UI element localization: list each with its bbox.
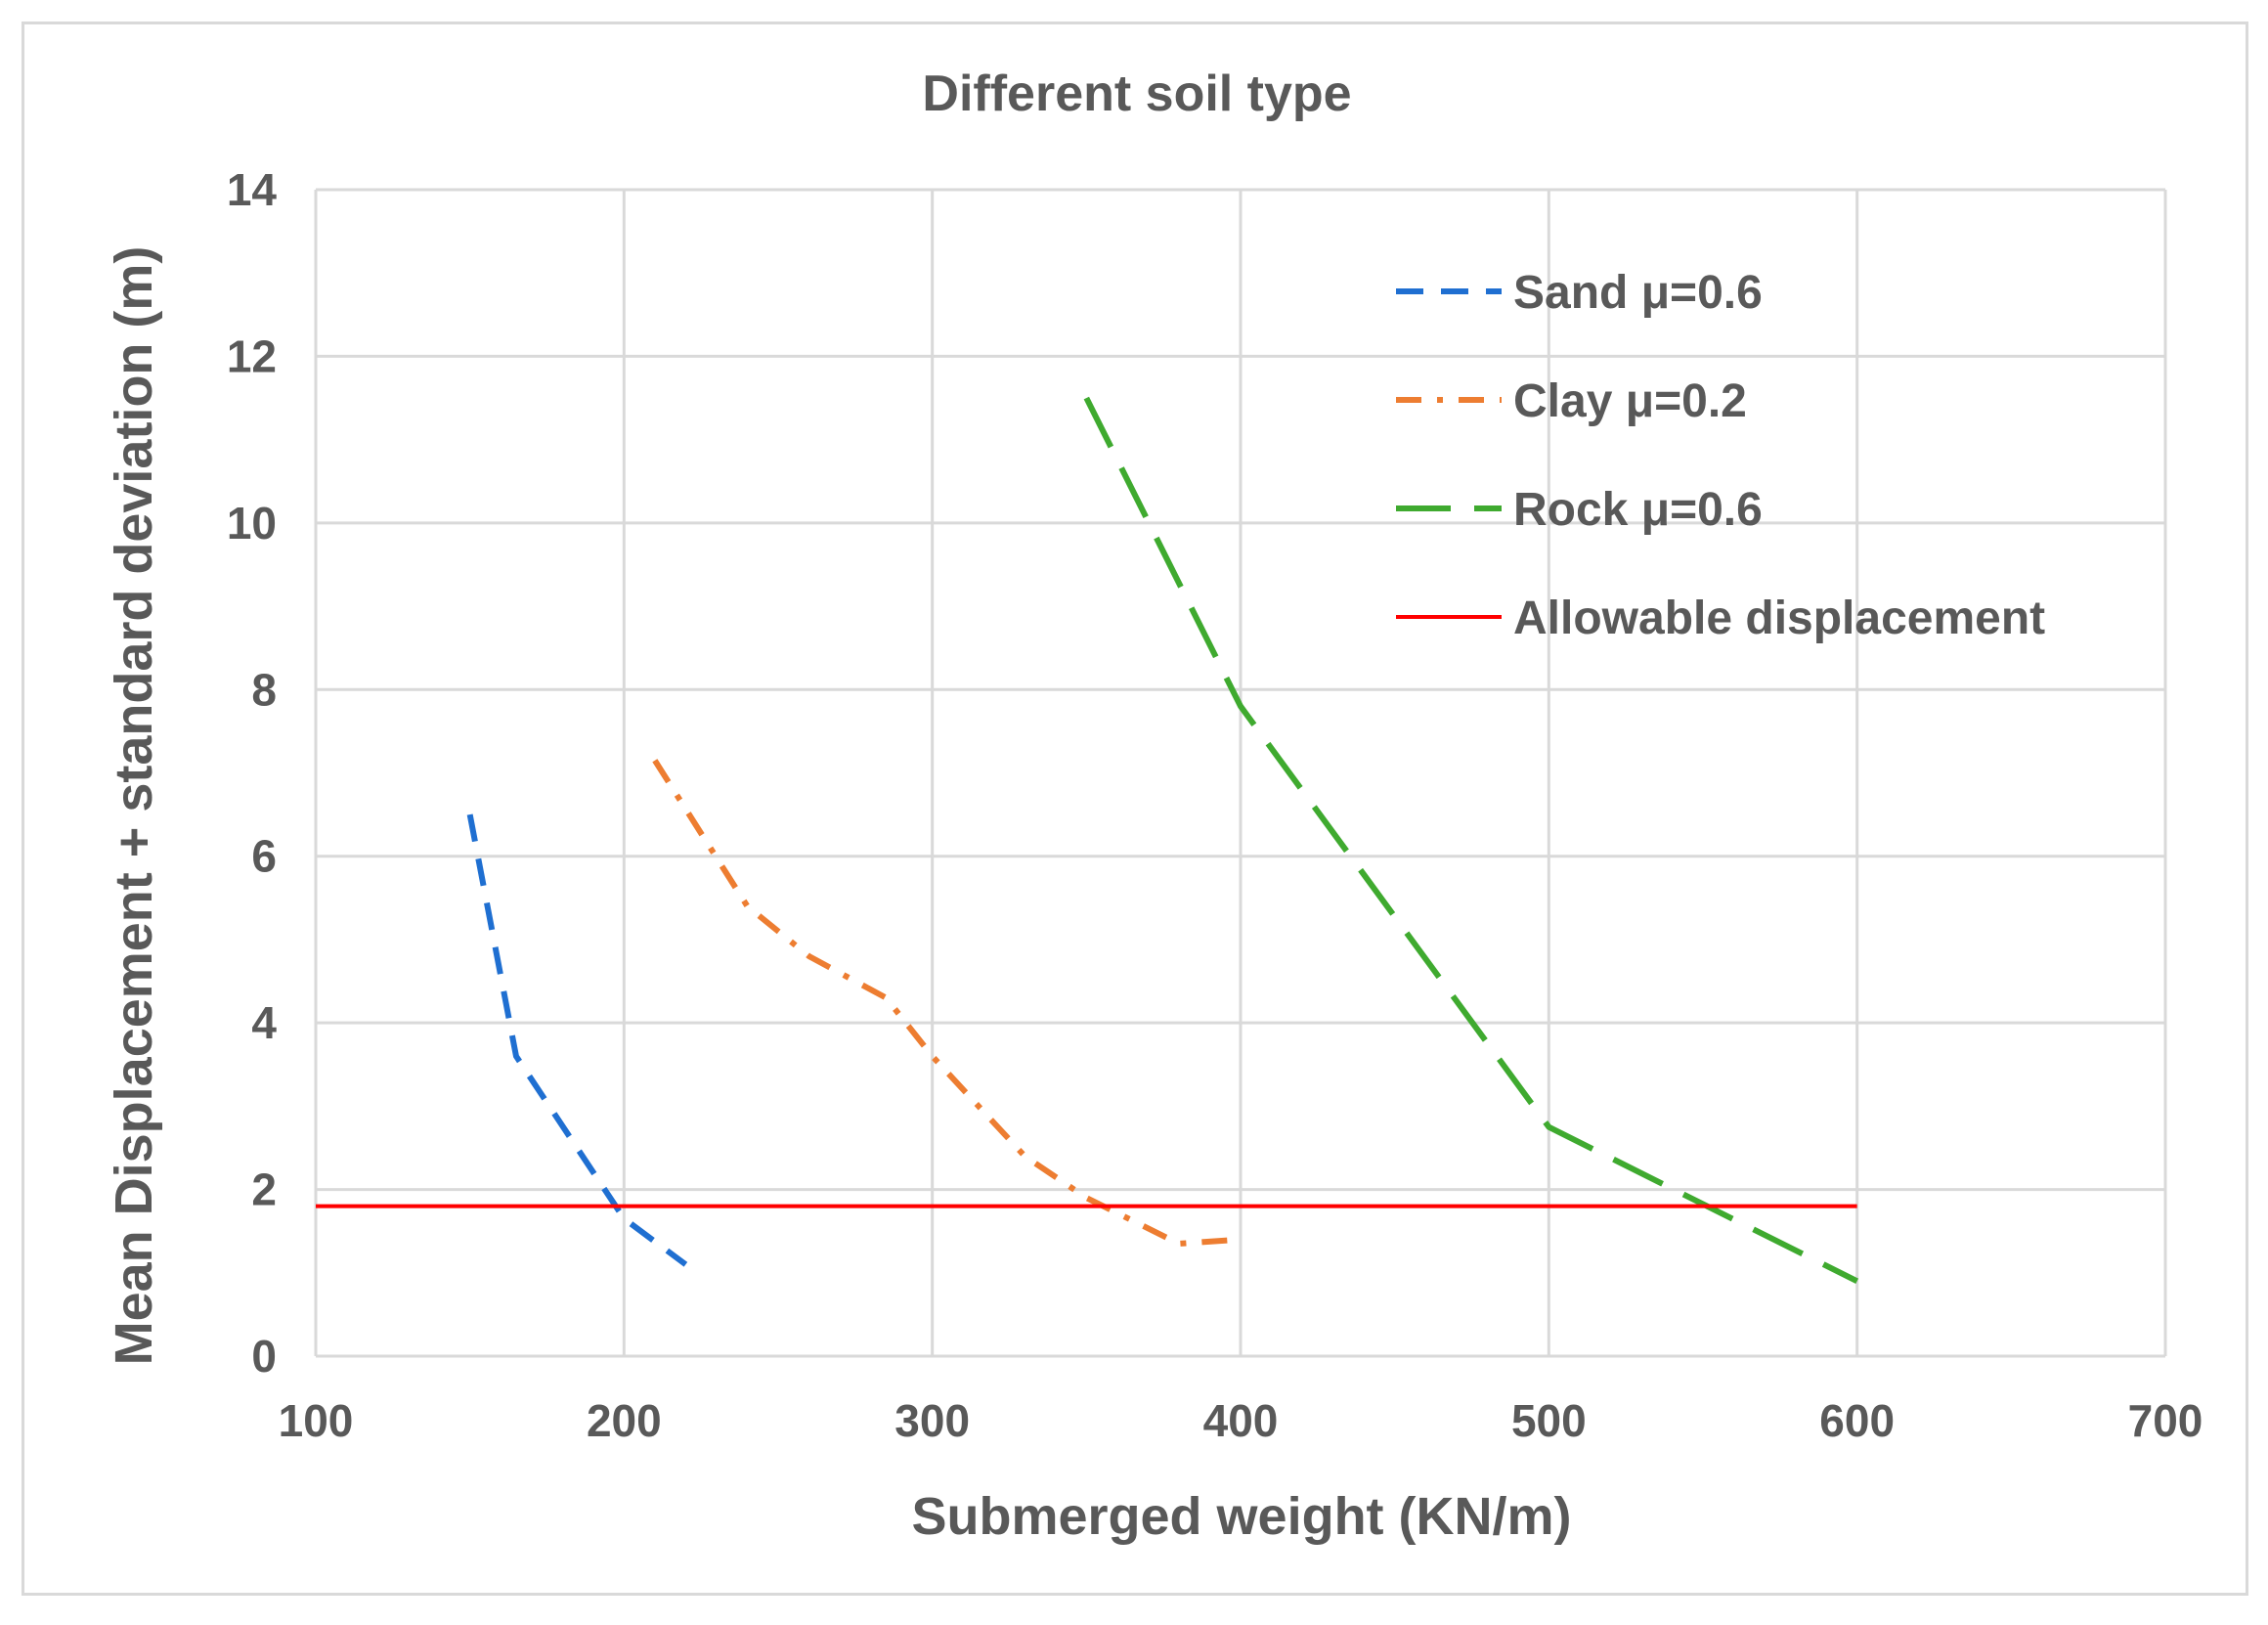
x-tick-label: 200 [587, 1395, 662, 1446]
series-group [316, 396, 1859, 1284]
series-line-clay [652, 759, 1242, 1247]
grid [314, 188, 2167, 1358]
x-tick-label: 300 [894, 1395, 970, 1446]
legend-label-sand: Sand μ=0.6 [1513, 267, 1763, 319]
y-tick-label: 10 [227, 498, 277, 549]
y-axis-label: Mean Displacement + standard deviation (… [105, 246, 163, 1366]
tick-labels: 0 2 4 6 8 10 12 14 100 200 300 400 500 600 700 [227, 164, 2203, 1446]
legend: Sand μ=0.6 Clay μ=0.2 Rock μ=0.6 Allowable … [1396, 267, 2045, 644]
legend-label-allowable: Allowable displacement [1513, 593, 2045, 644]
series-line-rock [1083, 396, 1859, 1284]
series-line-sand [466, 813, 688, 1267]
y-tick-label: 14 [227, 164, 278, 215]
x-tick-label: 700 [2128, 1395, 2203, 1446]
x-axis-label: Submerged weight (KN/m) [911, 1487, 1571, 1546]
x-tick-label: 500 [1511, 1395, 1587, 1446]
x-tick-label: 100 [279, 1395, 354, 1446]
chart-frame [22, 22, 2248, 1596]
chart-title: Different soil type [922, 66, 1351, 122]
y-tick-label: 2 [251, 1164, 277, 1215]
x-tick-label: 400 [1203, 1395, 1279, 1446]
y-tick-label: 4 [251, 997, 277, 1048]
x-tick-label: 600 [1819, 1395, 1895, 1446]
y-tick-label: 0 [251, 1331, 277, 1382]
y-tick-label: 8 [251, 664, 277, 715]
legend-label-rock: Rock μ=0.6 [1513, 484, 1763, 536]
y-tick-label: 12 [227, 330, 277, 381]
legend-label-clay: Clay μ=0.2 [1513, 375, 1747, 427]
y-tick-label: 6 [251, 831, 277, 882]
